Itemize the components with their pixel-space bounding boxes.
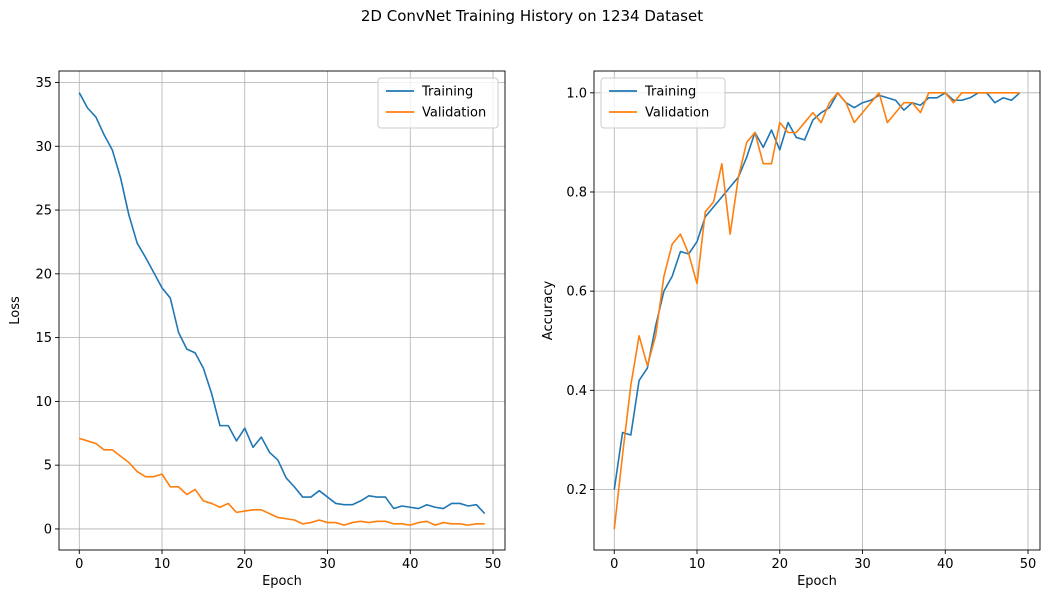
accuracy-legend-label-validation: Validation [645,106,709,121]
accuracy-legend-label-training: Training [644,85,696,100]
accuracy-y-tick-label: 0.2 [566,483,587,498]
loss-y-tick-label: 30 [35,140,52,155]
loss-y-tick-label: 0 [44,522,52,537]
loss-y-axis-label: Loss [8,296,23,325]
accuracy-chart: 0 10 20 30 40 50 0.2 0.4 0.6 0.8 1.0 Epoch Accuracy T… [541,70,1041,589]
accuracy-y-tick-label: 0.8 [566,185,587,200]
loss-chart: 0 10 20 30 40 50 0 5 10 15 20 25 30 35 Epoch Loss Traini… [8,70,506,589]
loss-y-tick-label: 25 [35,204,52,219]
loss-x-tick-label: 20 [236,557,253,572]
loss-x-tick-label: 10 [154,557,171,572]
loss-y-tick-label: 35 [35,76,52,91]
accuracy-axes-frame [593,70,1041,551]
accuracy-x-tick-label: 30 [854,557,871,572]
accuracy-legend: Training Validation [600,77,726,129]
loss-legend: Training Validation [377,77,499,129]
loss-y-tick-label: 15 [35,331,52,346]
loss-legend-label-validation: Validation [422,106,486,121]
accuracy-x-tick-label: 20 [771,557,788,572]
loss-series-validation [79,437,485,526]
loss-x-axis-label: Epoch [262,574,302,589]
figure-title: 2D ConvNet Training History on 1234 Data… [361,7,703,25]
loss-legend-label-training: Training [421,85,473,100]
accuracy-y-axis-label: Accuracy [541,281,556,341]
accuracy-y-tick-label: 0.6 [566,285,587,300]
loss-x-tick-label: 30 [319,557,336,572]
loss-x-tick-label: 40 [402,557,419,572]
accuracy-x-tick-label: 0 [610,557,618,572]
loss-axes-frame [58,70,506,551]
loss-x-tick-label: 0 [75,557,83,572]
loss-y-tick-label: 5 [44,459,52,474]
accuracy-x-axis-label: Epoch [797,574,837,589]
loss-series-training [78,92,486,515]
accuracy-x-tick-label: 50 [1020,557,1037,572]
loss-x-tick-label: 50 [485,557,502,572]
loss-grid [59,71,505,550]
loss-y-tick-label: 20 [35,267,52,282]
accuracy-y-tick-label: 0.4 [566,384,587,399]
accuracy-series-validation [613,92,1020,530]
accuracy-x-tick-label: 40 [937,557,954,572]
accuracy-x-tick-label: 10 [689,557,706,572]
accuracy-grid [594,71,1040,550]
loss-y-tick-label: 10 [35,395,52,410]
accuracy-y-tick-label: 1.0 [566,86,587,101]
